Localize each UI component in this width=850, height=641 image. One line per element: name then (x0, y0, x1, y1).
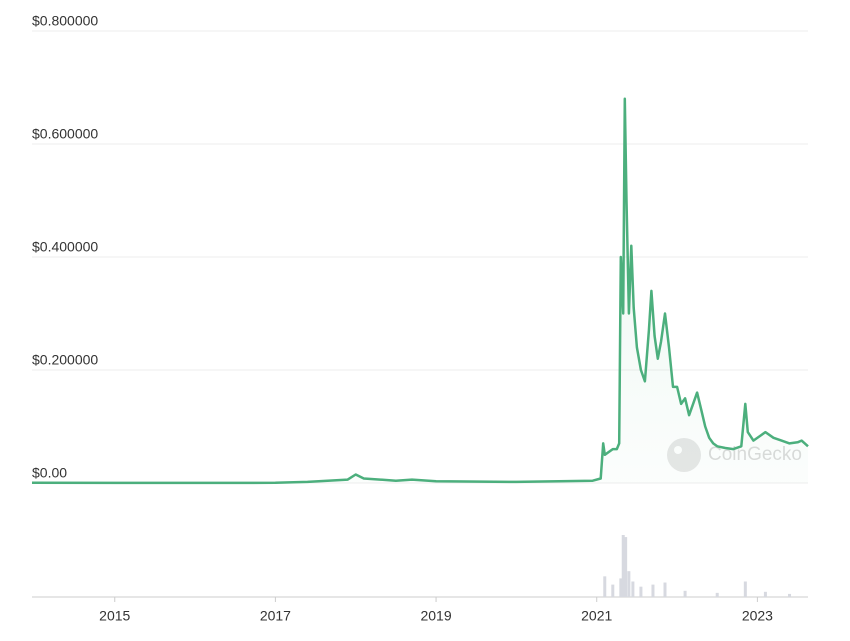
y-tick-label: $0.200000 (32, 352, 98, 368)
x-tick-label: 2021 (581, 608, 612, 624)
volume-bar (631, 581, 635, 597)
volume-bar (743, 581, 747, 597)
y-tick-label: $0.800000 (32, 13, 98, 29)
volume-bar (639, 586, 643, 597)
y-tick-label: $0.600000 (32, 126, 98, 142)
volume-bar (715, 592, 719, 597)
volume-bar (683, 590, 687, 597)
x-tick-label: 2023 (742, 608, 773, 624)
volume-bar (611, 584, 615, 597)
volume-bar (603, 576, 607, 597)
x-tick-label: 2017 (260, 608, 291, 624)
area (32, 98, 808, 484)
y-tick-label: $0.00 (32, 465, 67, 481)
volume-bar (788, 593, 792, 597)
price-line (31, 97, 809, 485)
x-tick-label: 2015 (99, 608, 130, 624)
volume-bar (763, 591, 767, 597)
volume-bar (627, 571, 631, 597)
volume-bar (621, 535, 625, 597)
volume-bar (651, 584, 655, 597)
volume-bar (624, 537, 628, 597)
volume-bar (619, 578, 623, 597)
x-tick-label: 2019 (420, 608, 451, 624)
volume-bar (663, 582, 667, 597)
y-tick-label: $0.400000 (32, 239, 98, 255)
